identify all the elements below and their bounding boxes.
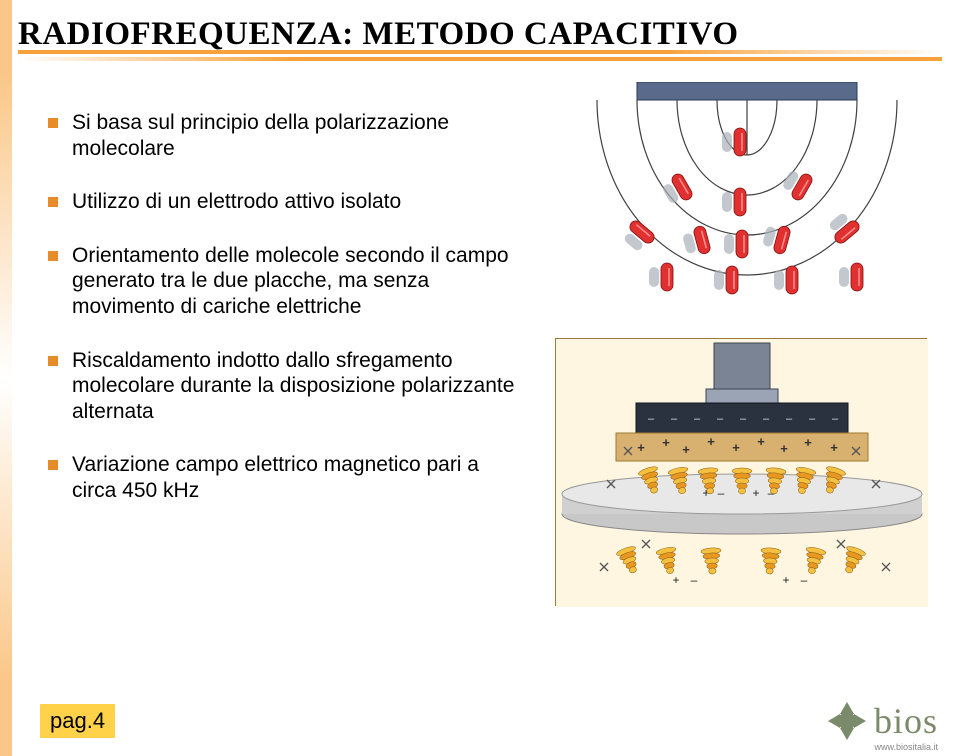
title-underline-2: [18, 57, 942, 61]
svg-text:–: –: [832, 413, 839, 425]
page-title: RADIOFREQUENZA: METODO CAPACITIVO: [18, 16, 739, 53]
logo: bios: [826, 700, 938, 742]
field-diagram: [582, 82, 912, 312]
left-accent-bar: [0, 0, 12, 756]
svg-text:–: –: [671, 413, 678, 425]
svg-text:+: +: [757, 434, 765, 449]
svg-text:+: +: [830, 440, 838, 455]
svg-text:–: –: [763, 413, 770, 425]
bullet-list-container: Si basa sul principio della polarizzazio…: [48, 110, 528, 532]
svg-text:–: –: [809, 413, 816, 425]
svg-text:+: +: [672, 573, 679, 587]
bullet-item: Si basa sul principio della polarizzazio…: [48, 110, 528, 161]
logo-text: bios: [874, 700, 938, 742]
svg-text:–: –: [740, 413, 747, 425]
svg-text:–: –: [717, 413, 724, 425]
bullet-item: Variazione campo elettrico magnetico par…: [48, 452, 528, 503]
bullet-item: Riscaldamento indotto dallo sfregamento …: [48, 348, 528, 425]
electrode-tissue-diagram: ––– ––– ––– +++ +++ +++ +– +– +– +–: [555, 338, 927, 606]
page-number-badge: pag.4: [40, 704, 115, 738]
svg-text:+: +: [780, 441, 788, 456]
svg-text:+: +: [782, 573, 789, 587]
title-underline-1: [18, 50, 942, 54]
svg-text:–: –: [786, 413, 793, 425]
svg-text:+: +: [662, 435, 670, 450]
bullet-list: Si basa sul principio della polarizzazio…: [48, 110, 528, 504]
svg-text:–: –: [691, 573, 698, 587]
svg-text:+: +: [707, 434, 715, 449]
logo-icon: [826, 700, 868, 742]
svg-text:+: +: [732, 440, 740, 455]
bullet-item: Orientamento delle molecole secondo il c…: [48, 243, 528, 320]
svg-text:+: +: [804, 435, 812, 450]
logo-url: www.biositalia.it: [874, 742, 938, 752]
svg-text:–: –: [694, 413, 701, 425]
svg-text:–: –: [648, 413, 655, 425]
bullet-item: Utilizzo di un elettrodo attivo isolato: [48, 189, 528, 215]
svg-text:+: +: [752, 486, 759, 500]
svg-text:+: +: [637, 440, 645, 455]
svg-text:–: –: [718, 486, 725, 500]
svg-text:+: +: [682, 442, 690, 457]
svg-text:–: –: [801, 573, 808, 587]
